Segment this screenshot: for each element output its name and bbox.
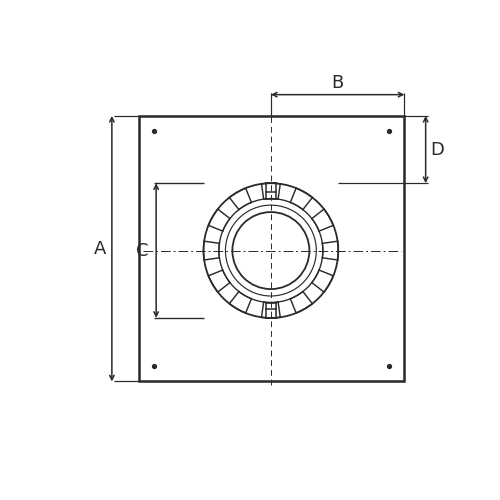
Text: D: D: [430, 140, 444, 158]
Text: C: C: [136, 242, 149, 260]
Text: A: A: [94, 240, 106, 258]
Text: B: B: [332, 74, 344, 92]
Bar: [139, 116, 404, 382]
